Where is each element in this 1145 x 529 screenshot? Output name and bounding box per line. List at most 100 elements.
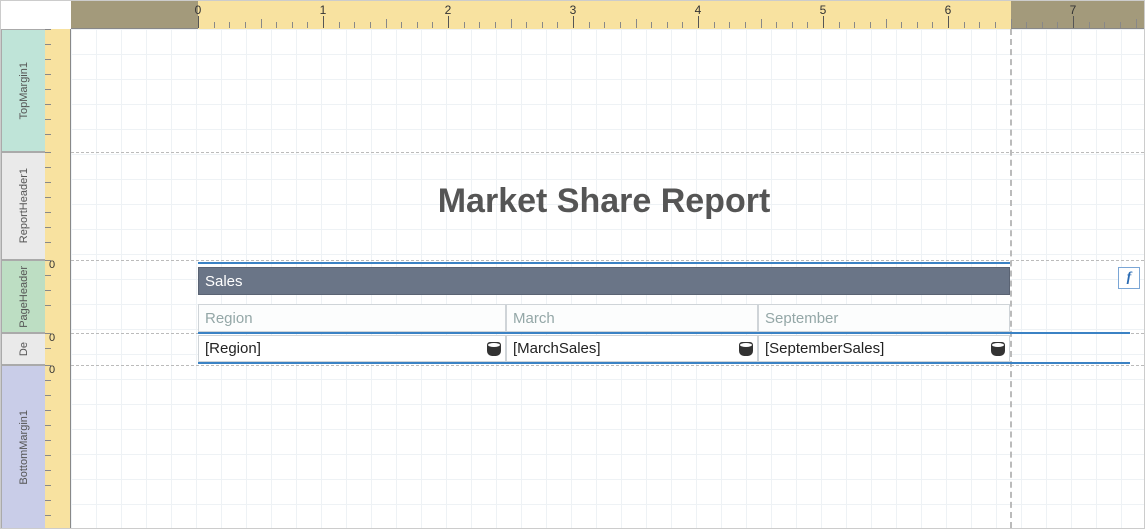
ruler-tick-minor <box>1057 22 1058 28</box>
ruler-tick-minor <box>776 22 777 28</box>
ruler-tick-minor <box>604 22 605 28</box>
vruler-tick-minor <box>45 44 51 45</box>
ruler-number: 0 <box>195 3 202 17</box>
ruler-tick-minor <box>651 22 652 28</box>
vruler-tick-minor <box>45 333 51 334</box>
ruler-tick-minor <box>901 22 902 28</box>
vruler-tick-minor <box>45 89 51 90</box>
ruler-tick-minor <box>714 22 715 28</box>
column-header[interactable]: March <box>506 304 758 332</box>
ruler-tick-minor <box>886 19 887 28</box>
vruler-tick-minor <box>45 440 51 441</box>
ruler-tick-minor <box>526 22 527 28</box>
ruler-number: 7 <box>1070 3 1077 17</box>
ruler-tick-minor <box>682 22 683 28</box>
ruler-tick-major <box>1073 16 1074 28</box>
ruler-tick-minor <box>464 22 465 28</box>
ruler-tick-minor <box>401 22 402 28</box>
ruler-tick-minor <box>339 22 340 28</box>
ruler-tick-minor <box>354 22 355 28</box>
ruler-tick-minor <box>479 22 480 28</box>
ruler-tick-major <box>448 16 449 28</box>
ruler-tick-minor <box>792 22 793 28</box>
band-label-detail[interactable]: De <box>1 333 45 365</box>
vruler-tick-minor <box>45 305 51 306</box>
ruler-tick-minor <box>1104 22 1105 28</box>
ruler-tick-minor <box>1136 19 1137 28</box>
ruler-tick-minor <box>495 22 496 28</box>
database-icon <box>991 342 1005 356</box>
detail-field-cell[interactable]: [Region] <box>198 335 506 362</box>
band-divider[interactable] <box>71 152 1144 153</box>
band-label-topmargin[interactable]: TopMargin1 <box>1 29 45 152</box>
selection-outline <box>198 362 1130 364</box>
vruler-tick-minor <box>45 182 51 183</box>
report-title-label[interactable]: Market Share Report <box>438 182 771 221</box>
vruler-tick-minor <box>45 485 51 486</box>
band-label-text: TopMargin1 <box>18 62 30 119</box>
table-caption[interactable]: Sales <box>198 267 1010 295</box>
ruler-tick-minor <box>854 22 855 28</box>
column-header[interactable]: Region <box>198 304 506 332</box>
vruler-tick-minor <box>45 425 51 426</box>
band-divider[interactable] <box>71 365 1144 366</box>
vruler-tick-minor <box>45 29 51 30</box>
ruler-number: 6 <box>945 3 952 17</box>
ruler-tick-minor <box>214 22 215 28</box>
vruler-tick-minor <box>45 212 51 213</box>
detail-field-cell[interactable]: [SeptemberSales] <box>758 335 1010 362</box>
expression-editor-button[interactable]: f <box>1118 267 1140 289</box>
ruler-tick-minor <box>261 19 262 28</box>
report-designer: 01234567 000 TopMargin1ReportHeader1Page… <box>0 0 1145 529</box>
vruler-tick-minor <box>45 470 51 471</box>
ruler-tick-minor <box>964 22 965 28</box>
ruler-tick-minor <box>511 19 512 28</box>
horizontal-ruler[interactable]: 01234567 <box>71 1 1144 29</box>
ruler-tick-minor <box>386 19 387 28</box>
band-label-text: PageHeader <box>18 266 30 328</box>
vruler-tick-minor <box>45 365 51 366</box>
ruler-tick-major <box>698 16 699 28</box>
ruler-tick-minor <box>1042 22 1043 28</box>
vertical-ruler[interactable]: 000 <box>45 29 71 528</box>
vruler-tick-minor <box>45 500 51 501</box>
ruler-tick-minor <box>839 22 840 28</box>
ruler-tick-major <box>323 16 324 28</box>
ruler-tick-minor <box>370 22 371 28</box>
detail-field-cell[interactable]: [MarchSales] <box>506 335 758 362</box>
ruler-tick-minor <box>636 19 637 28</box>
vruler-tick-minor <box>45 74 51 75</box>
ruler-tick-minor <box>620 22 621 28</box>
ruler-tick-major <box>198 16 199 28</box>
vruler-tick-minor <box>45 197 51 198</box>
vruler-tick-minor <box>45 104 51 105</box>
ruler-number: 5 <box>820 3 827 17</box>
selection-outline <box>198 262 1010 264</box>
ruler-tick-minor <box>807 22 808 28</box>
vruler-tick-minor <box>45 275 51 276</box>
ruler-tick-minor <box>729 22 730 28</box>
database-icon <box>487 342 501 356</box>
database-icon <box>739 342 753 356</box>
band-label-pageheader[interactable]: PageHeader <box>1 260 45 333</box>
vruler-tick-minor <box>45 167 51 168</box>
band-divider[interactable] <box>71 260 1144 261</box>
column-header[interactable]: September <box>758 304 1010 332</box>
ruler-tick-minor <box>995 22 996 28</box>
ruler-tick-minor <box>557 22 558 28</box>
ruler-tick-minor <box>745 22 746 28</box>
selection-outline <box>198 332 1130 334</box>
vruler-tick-minor <box>45 227 51 228</box>
band-label-text: ReportHeader1 <box>18 168 30 243</box>
band-label-reportheader[interactable]: ReportHeader1 <box>1 152 45 260</box>
right-margin-guide[interactable] <box>1010 29 1012 528</box>
ruler-tick-minor <box>417 22 418 28</box>
design-surface[interactable]: Market Share Report Sales f Region [Region]M… <box>71 29 1144 528</box>
band-label-text: BottomMargin1 <box>18 410 30 485</box>
vruler-tick-minor <box>45 348 51 349</box>
vruler-tick-minor <box>45 410 51 411</box>
ruler-tick-minor <box>1089 22 1090 28</box>
band-label-bottommargin[interactable]: BottomMargin1 <box>1 365 45 529</box>
vruler-tick-minor <box>45 152 51 153</box>
ruler-number: 4 <box>695 3 702 17</box>
